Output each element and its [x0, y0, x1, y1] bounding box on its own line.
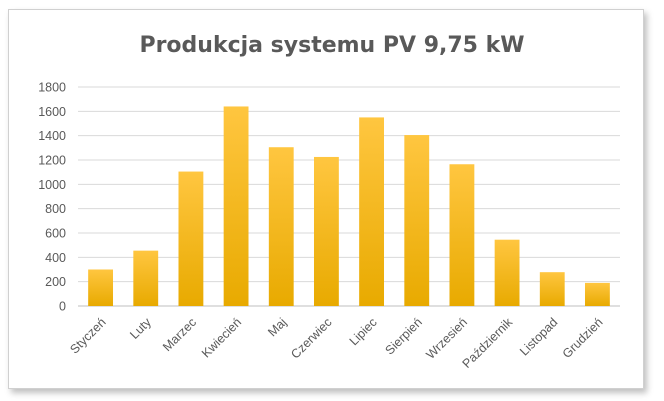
y-tick-label: 1200 [38, 154, 66, 168]
bars [88, 106, 610, 307]
chart-title: Produkcja systemu PV 9,75 kW [139, 33, 525, 58]
y-tick-label: 1400 [38, 129, 66, 143]
x-tick-label: Sierpień [383, 315, 425, 357]
x-tick-label: Lipiec [347, 315, 380, 348]
bar-12 [584, 282, 610, 306]
bar-7 [359, 117, 385, 307]
x-tick-label: Luty [127, 315, 154, 342]
bar-8 [404, 135, 430, 306]
bar-10 [494, 239, 520, 306]
y-tick-label: 1000 [38, 178, 66, 192]
y-tick-label: 0 [59, 300, 66, 314]
bar-3 [178, 171, 204, 306]
x-tick-label: Kwiecień [199, 315, 244, 360]
y-tick-label: 400 [45, 251, 66, 265]
gridlines [78, 86, 620, 307]
bar-2 [133, 250, 159, 306]
x-tick-label: Styczeń [67, 315, 108, 356]
x-tick-label: Grudzień [560, 315, 606, 361]
bar-11 [539, 272, 565, 306]
bar-9 [449, 164, 475, 306]
bar-5 [268, 147, 294, 306]
y-tick-label: 600 [45, 227, 66, 241]
bar-1 [88, 269, 114, 306]
x-tick-label: Wrzesień [423, 315, 470, 362]
x-tick-label: Marzec [160, 315, 199, 354]
bar-6 [313, 156, 339, 306]
y-tick-label: 1600 [38, 105, 66, 119]
x-tick-label: Czerwiec [288, 315, 334, 361]
y-axis-ticks: 0 200 400 600 800 1000 1200 1400 1600 1800 [38, 81, 66, 314]
y-tick-label: 1800 [38, 81, 66, 95]
y-tick-label: 800 [45, 202, 66, 216]
x-tick-label: Listopad [517, 315, 560, 358]
x-tick-label: Maj [265, 315, 289, 339]
bar-4 [223, 106, 249, 306]
y-tick-label: 200 [45, 275, 66, 289]
